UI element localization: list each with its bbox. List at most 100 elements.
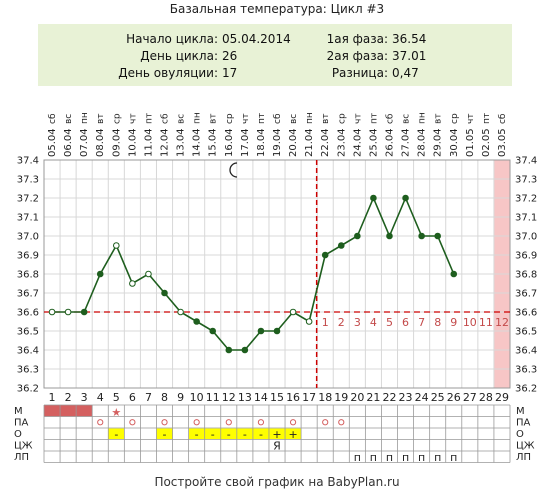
temperature-point — [370, 194, 377, 202]
cell-symbol: п — [418, 451, 425, 464]
weekday-label: вс — [402, 114, 412, 124]
plot-border — [43, 159, 511, 389]
moon-icon — [229, 162, 238, 178]
day-number-label: 2 — [65, 391, 72, 404]
row-label-left: ПА — [14, 418, 29, 429]
circle-mark-icon — [322, 419, 329, 426]
day-number-label: 22 — [382, 391, 396, 404]
y-tick-label-left: 36.3 — [17, 365, 39, 376]
day-number-label: 6 — [129, 391, 136, 404]
temperature-point — [273, 327, 281, 335]
post-ovulation-day-number: 6 — [402, 316, 409, 329]
temperature-point — [241, 346, 249, 354]
menses-cell — [60, 405, 77, 417]
date-label: 26.04 — [384, 128, 395, 157]
date-label: 28.04 — [417, 128, 428, 157]
y-tick-label-right: 36.4 — [515, 346, 537, 357]
temperature-point — [257, 327, 265, 335]
weekday-label: ср — [112, 113, 122, 124]
temperature-point — [289, 308, 297, 316]
temperature-point — [145, 270, 152, 278]
cycle-start-label: Начало цикла: — [126, 32, 218, 46]
day-number-label: 14 — [254, 391, 268, 404]
weekday-label: пн — [193, 112, 203, 124]
temperature-point — [96, 270, 104, 278]
day-number-label: 24 — [415, 391, 429, 404]
circle-mark-icon — [225, 419, 232, 426]
cell-symbol: - — [114, 428, 118, 441]
y-tick-label-right: 37.1 — [515, 213, 537, 224]
circle-mark-icon — [193, 419, 200, 426]
difference-label: Разница: — [331, 66, 388, 80]
post-ovulation-day-number: 12 — [495, 316, 509, 329]
y-tick-label-right: 37.4 — [515, 156, 537, 167]
day-number-label: 15 — [270, 391, 284, 404]
day-number-label: 12 — [222, 391, 236, 404]
yellow-cell — [188, 428, 205, 439]
row-label-left: ЦЖ — [14, 441, 33, 452]
cell-symbol: - — [227, 428, 231, 441]
y-tick-label-left: 37.1 — [17, 213, 39, 224]
date-label: 06.04 — [63, 128, 74, 157]
cell-symbol: + — [272, 428, 281, 441]
y-tick-label-left: 37.4 — [17, 156, 39, 167]
date-label: 09.04 — [111, 128, 122, 157]
y-tick-label-right: 36.5 — [515, 327, 537, 338]
weekday-label: чт — [128, 113, 138, 124]
day-number-label: 26 — [447, 391, 461, 404]
weekday-label: вт — [209, 113, 219, 124]
date-label: 07.04 — [79, 128, 90, 157]
y-tick-label-right: 36.2 — [515, 384, 537, 395]
row-label-right: ЛП — [516, 452, 531, 463]
date-label: 15.04 — [208, 128, 219, 157]
yellow-cell — [204, 428, 221, 439]
day-number-label: 23 — [399, 391, 413, 404]
menses-cell — [76, 405, 93, 417]
temperature-line — [52, 195, 455, 351]
temperature-point — [386, 232, 393, 240]
weekday-label: вс — [64, 114, 74, 124]
temperature-point — [305, 318, 313, 325]
phase1-label: 1ая фаза: — [326, 32, 388, 46]
date-label: 29.04 — [433, 128, 444, 157]
date-label: 14.04 — [192, 128, 203, 157]
y-tick-label-left: 36.6 — [17, 308, 39, 319]
circle-mark-icon — [97, 419, 104, 426]
cell-symbol: Я — [273, 439, 281, 452]
footer-link[interactable]: Постройте свой график на BabyPlan.ru — [154, 475, 400, 489]
row-label-right: О — [516, 429, 524, 440]
day-number-label: 10 — [190, 391, 204, 404]
weekday-label: сб — [48, 113, 58, 124]
weekday-label: вс — [177, 114, 187, 124]
date-label: 02.05 — [481, 128, 492, 157]
post-ovulation-day-number: 7 — [418, 316, 425, 329]
date-label: 03.05 — [497, 128, 508, 157]
temperature-point — [434, 232, 441, 240]
post-ovulation-day-number: 8 — [434, 316, 441, 329]
day-number-label: 29 — [495, 391, 509, 404]
post-ovulation-day-number: 2 — [338, 316, 345, 329]
weekday-label: чт — [466, 113, 476, 124]
cell-symbol: - — [211, 428, 215, 441]
day-number-label: 5 — [113, 391, 120, 404]
date-label: 25.04 — [368, 128, 379, 157]
y-tick-label-right: 37.2 — [515, 194, 537, 205]
day-number-label: 18 — [318, 391, 332, 404]
temperature-point — [129, 280, 136, 287]
difference-value: 0,47 — [392, 66, 419, 80]
y-tick-label-left: 37.3 — [17, 175, 39, 186]
day-number-label: 7 — [145, 391, 152, 404]
cell-symbol: - — [163, 428, 167, 441]
temperature-point — [354, 232, 361, 240]
y-tick-label-right: 36.3 — [515, 365, 537, 376]
day-number-label: 20 — [350, 391, 364, 404]
post-ovulation-day-number: 10 — [463, 316, 477, 329]
date-label: 05.04 — [47, 128, 58, 157]
cell-symbol: - — [195, 428, 199, 441]
post-ovulation-day-number: 9 — [450, 316, 457, 329]
post-ovulation-day-number: 4 — [370, 316, 377, 329]
day-number-label: 25 — [431, 391, 445, 404]
phase2-label: 2ая фаза: — [326, 49, 388, 63]
day-number-label: 9 — [177, 391, 184, 404]
temperature-point — [337, 242, 345, 249]
